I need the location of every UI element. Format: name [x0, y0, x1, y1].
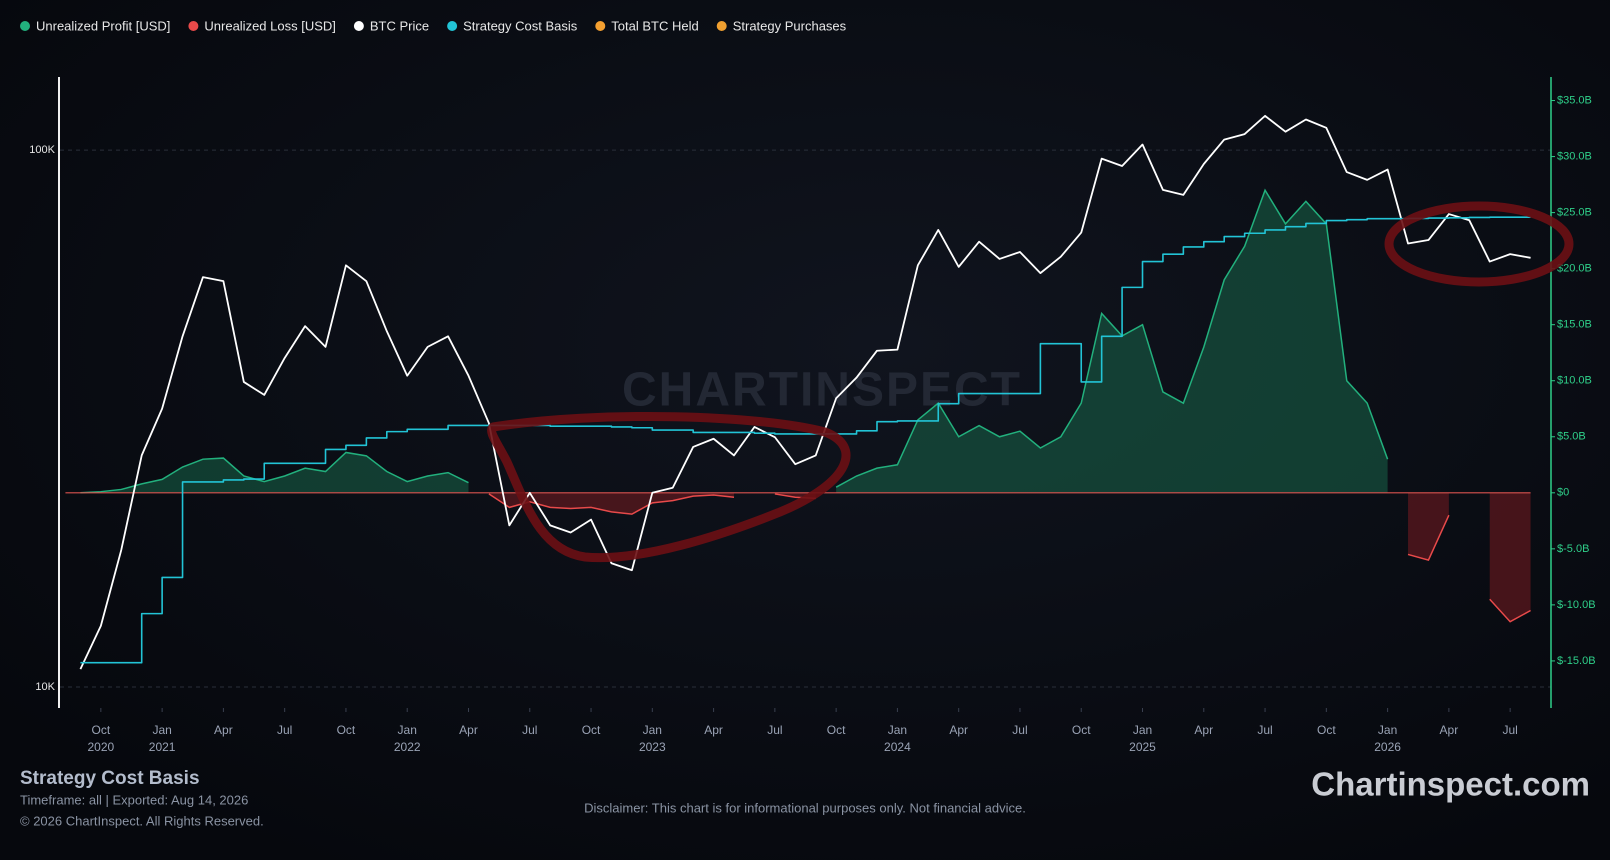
x-tick-label: Jan [643, 723, 662, 737]
legend-label: Unrealized Loss [USD] [204, 18, 336, 33]
footer-subtitle: Timeframe: all | Exported: Aug 14, 2026 [20, 792, 248, 807]
area-fill [488, 492, 1531, 622]
legend-label: Strategy Cost Basis [463, 18, 578, 33]
area-line [488, 493, 1531, 623]
legend-label: Total BTC Held [611, 18, 698, 33]
legend-label: Unrealized Profit [USD] [36, 18, 170, 33]
x-tick-label: Jan [152, 723, 171, 737]
y2-tick-label: $30.0B [1557, 150, 1592, 162]
legend-marker [595, 21, 606, 31]
x-tick-label: Apr [214, 723, 233, 737]
legend-marker [353, 21, 364, 31]
y2-tick-label: $5.0B [1557, 431, 1586, 443]
copyright: © 2026 ChartInspect. All Rights Reserved… [20, 813, 264, 828]
x-year-label: 2023 [639, 740, 666, 754]
area-fill [80, 190, 1470, 493]
y2-tick-label: $25.0B [1557, 207, 1592, 219]
x-tick-label: Oct [337, 723, 356, 737]
annotations [487, 201, 1574, 563]
legend-marker [20, 21, 30, 31]
x-year-label: 2020 [87, 740, 114, 754]
x-tick-label: Oct [827, 723, 846, 737]
y2-tick-label: $0 [1557, 487, 1569, 499]
x-tick-label: Jan [1133, 723, 1152, 737]
legend-marker [716, 21, 727, 31]
highlight-circle [1384, 201, 1574, 287]
y-tick-label: 10K [35, 681, 55, 693]
y2-tick-label: $15.0B [1557, 319, 1592, 331]
x-tick-label: Jul [522, 723, 537, 737]
x-tick-label: Apr [704, 723, 723, 737]
legend-label: Strategy Purchases [733, 18, 847, 33]
x-year-label: 2026 [1374, 740, 1401, 754]
x-tick-label: Jul [767, 723, 782, 737]
x-tick-label: Jul [1502, 723, 1517, 737]
disclaimer: Disclaimer: This chart is for informatio… [584, 800, 1026, 815]
x-year-label: 2024 [884, 740, 911, 754]
watermark: CHARTINSPECT [622, 364, 1022, 417]
x-tick-label: Apr [1440, 723, 1459, 737]
legend: Unrealized Profit [USD] Unrealized Loss [… [20, 18, 847, 33]
y2-tick-label: $10.0B [1557, 375, 1592, 387]
legend-label: BTC Price [370, 18, 429, 33]
x-tick-label: Jul [277, 723, 292, 737]
legend-marker [447, 21, 458, 31]
x-tick-label: Jul [1257, 723, 1272, 737]
plot-area: 10K 100K $-15.0B $-10.0B $-5.0B $0 $5.0B $10.0B… [29, 77, 1596, 754]
legend-marker [188, 21, 199, 31]
x-tick-label: Jan [888, 723, 907, 737]
y2-tick-label: $35.0B [1557, 94, 1592, 106]
x-year-label: 2021 [149, 740, 176, 754]
y2-tick-label: $-10.0B [1557, 599, 1596, 611]
y-tick-label: 100K [29, 144, 55, 156]
x-tick-label: Jul [1012, 723, 1027, 737]
x-tick-label: Apr [1194, 723, 1213, 737]
y2-tick-label: $-15.0B [1557, 655, 1596, 667]
x-tick-label: Apr [459, 723, 478, 737]
footer-title: Strategy Cost Basis [20, 768, 200, 789]
x-year-label: 2025 [1129, 740, 1156, 754]
line [79, 114, 1531, 670]
x-tick-label: Oct [1317, 723, 1336, 737]
x-tick-label: Oct [1072, 723, 1091, 737]
x-tick-label: Oct [582, 723, 601, 737]
x-year-label: 2022 [394, 740, 421, 754]
x-tick-label: Jan [1378, 723, 1397, 737]
highlight-circle [487, 411, 851, 563]
y2-tick-label: $20.0B [1557, 263, 1592, 275]
logo: Chartinspect.com [1311, 766, 1590, 803]
y2-tick-label: $-5.0B [1557, 543, 1589, 555]
x-tick-label: Oct [92, 723, 111, 737]
step-line [80, 216, 1531, 664]
x-tick-label: Apr [949, 723, 968, 737]
x-tick-label: Jan [398, 723, 417, 737]
